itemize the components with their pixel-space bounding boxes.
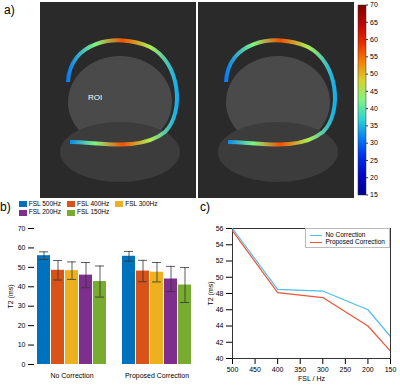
svg-text:350: 350 [294, 366, 306, 373]
svg-text:46: 46 [216, 306, 224, 313]
html-text:No Correction: No Correction [325, 231, 366, 238]
svg-text:500: 500 [227, 366, 239, 373]
svg-text:40: 40 [216, 355, 224, 362]
svg-text:50: 50 [18, 264, 26, 271]
svg-text:40: 40 [370, 105, 378, 112]
svg-text:FSL / Hz: FSL / Hz [298, 375, 325, 382]
svg-text:60: 60 [370, 36, 378, 43]
html-text:FSL 500Hz: FSL 500Hz [28, 200, 61, 207]
html-text:FSL 150Hz: FSL 150Hz [77, 208, 110, 216]
svg-text:150: 150 [385, 366, 397, 373]
svg-text:20: 20 [18, 322, 26, 329]
svg-text:15: 15 [370, 191, 378, 198]
svg-text:450: 450 [249, 366, 261, 373]
svg-text:48: 48 [216, 290, 224, 297]
svg-text:a): a) [4, 3, 15, 17]
svg-text:30: 30 [370, 139, 378, 146]
html-text:FSL 200Hz: FSL 200Hz [28, 208, 61, 216]
svg-text:55: 55 [370, 53, 378, 60]
svg-text:56: 56 [216, 225, 224, 232]
svg-text:52: 52 [216, 257, 224, 264]
svg-text:54: 54 [216, 241, 224, 248]
svg-text:30: 30 [18, 302, 26, 309]
svg-text:200: 200 [362, 366, 374, 373]
svg-text:250: 250 [340, 366, 352, 373]
html-text:b): b) [0, 200, 11, 214]
svg-text:60: 60 [18, 244, 26, 251]
svg-text:50: 50 [216, 273, 224, 280]
html-text:FSL 400Hz: FSL 400Hz [77, 200, 110, 207]
svg-text:T2 (ms): T2 (ms) [7, 284, 15, 308]
svg-text:300: 300 [317, 366, 329, 373]
svg-text:35: 35 [370, 122, 378, 129]
svg-text:65: 65 [370, 19, 378, 26]
svg-text:50: 50 [370, 70, 378, 77]
svg-text:45: 45 [370, 88, 378, 95]
svg-text:70: 70 [370, 1, 378, 8]
svg-text:No Correction: No Correction [50, 372, 93, 379]
svg-text:10: 10 [18, 341, 26, 348]
svg-text:70: 70 [18, 225, 26, 232]
svg-text:40: 40 [18, 283, 26, 290]
html-text:FSL 300Hz: FSL 300Hz [125, 200, 158, 207]
svg-text:400: 400 [272, 366, 284, 373]
svg-text:20: 20 [370, 174, 378, 181]
svg-text:25: 25 [370, 157, 378, 164]
svg-text:Proposed Correction: Proposed Correction [125, 372, 189, 380]
svg-text:0: 0 [22, 361, 26, 368]
svg-text:ROI: ROI [88, 93, 102, 102]
svg-text:42: 42 [216, 338, 224, 345]
svg-text:T2 (ms): T2 (ms) [207, 281, 215, 305]
html-text:c): c) [200, 200, 210, 214]
html-text:Proposed Correction: Proposed Correction [325, 238, 385, 245]
svg-text:44: 44 [216, 322, 224, 329]
